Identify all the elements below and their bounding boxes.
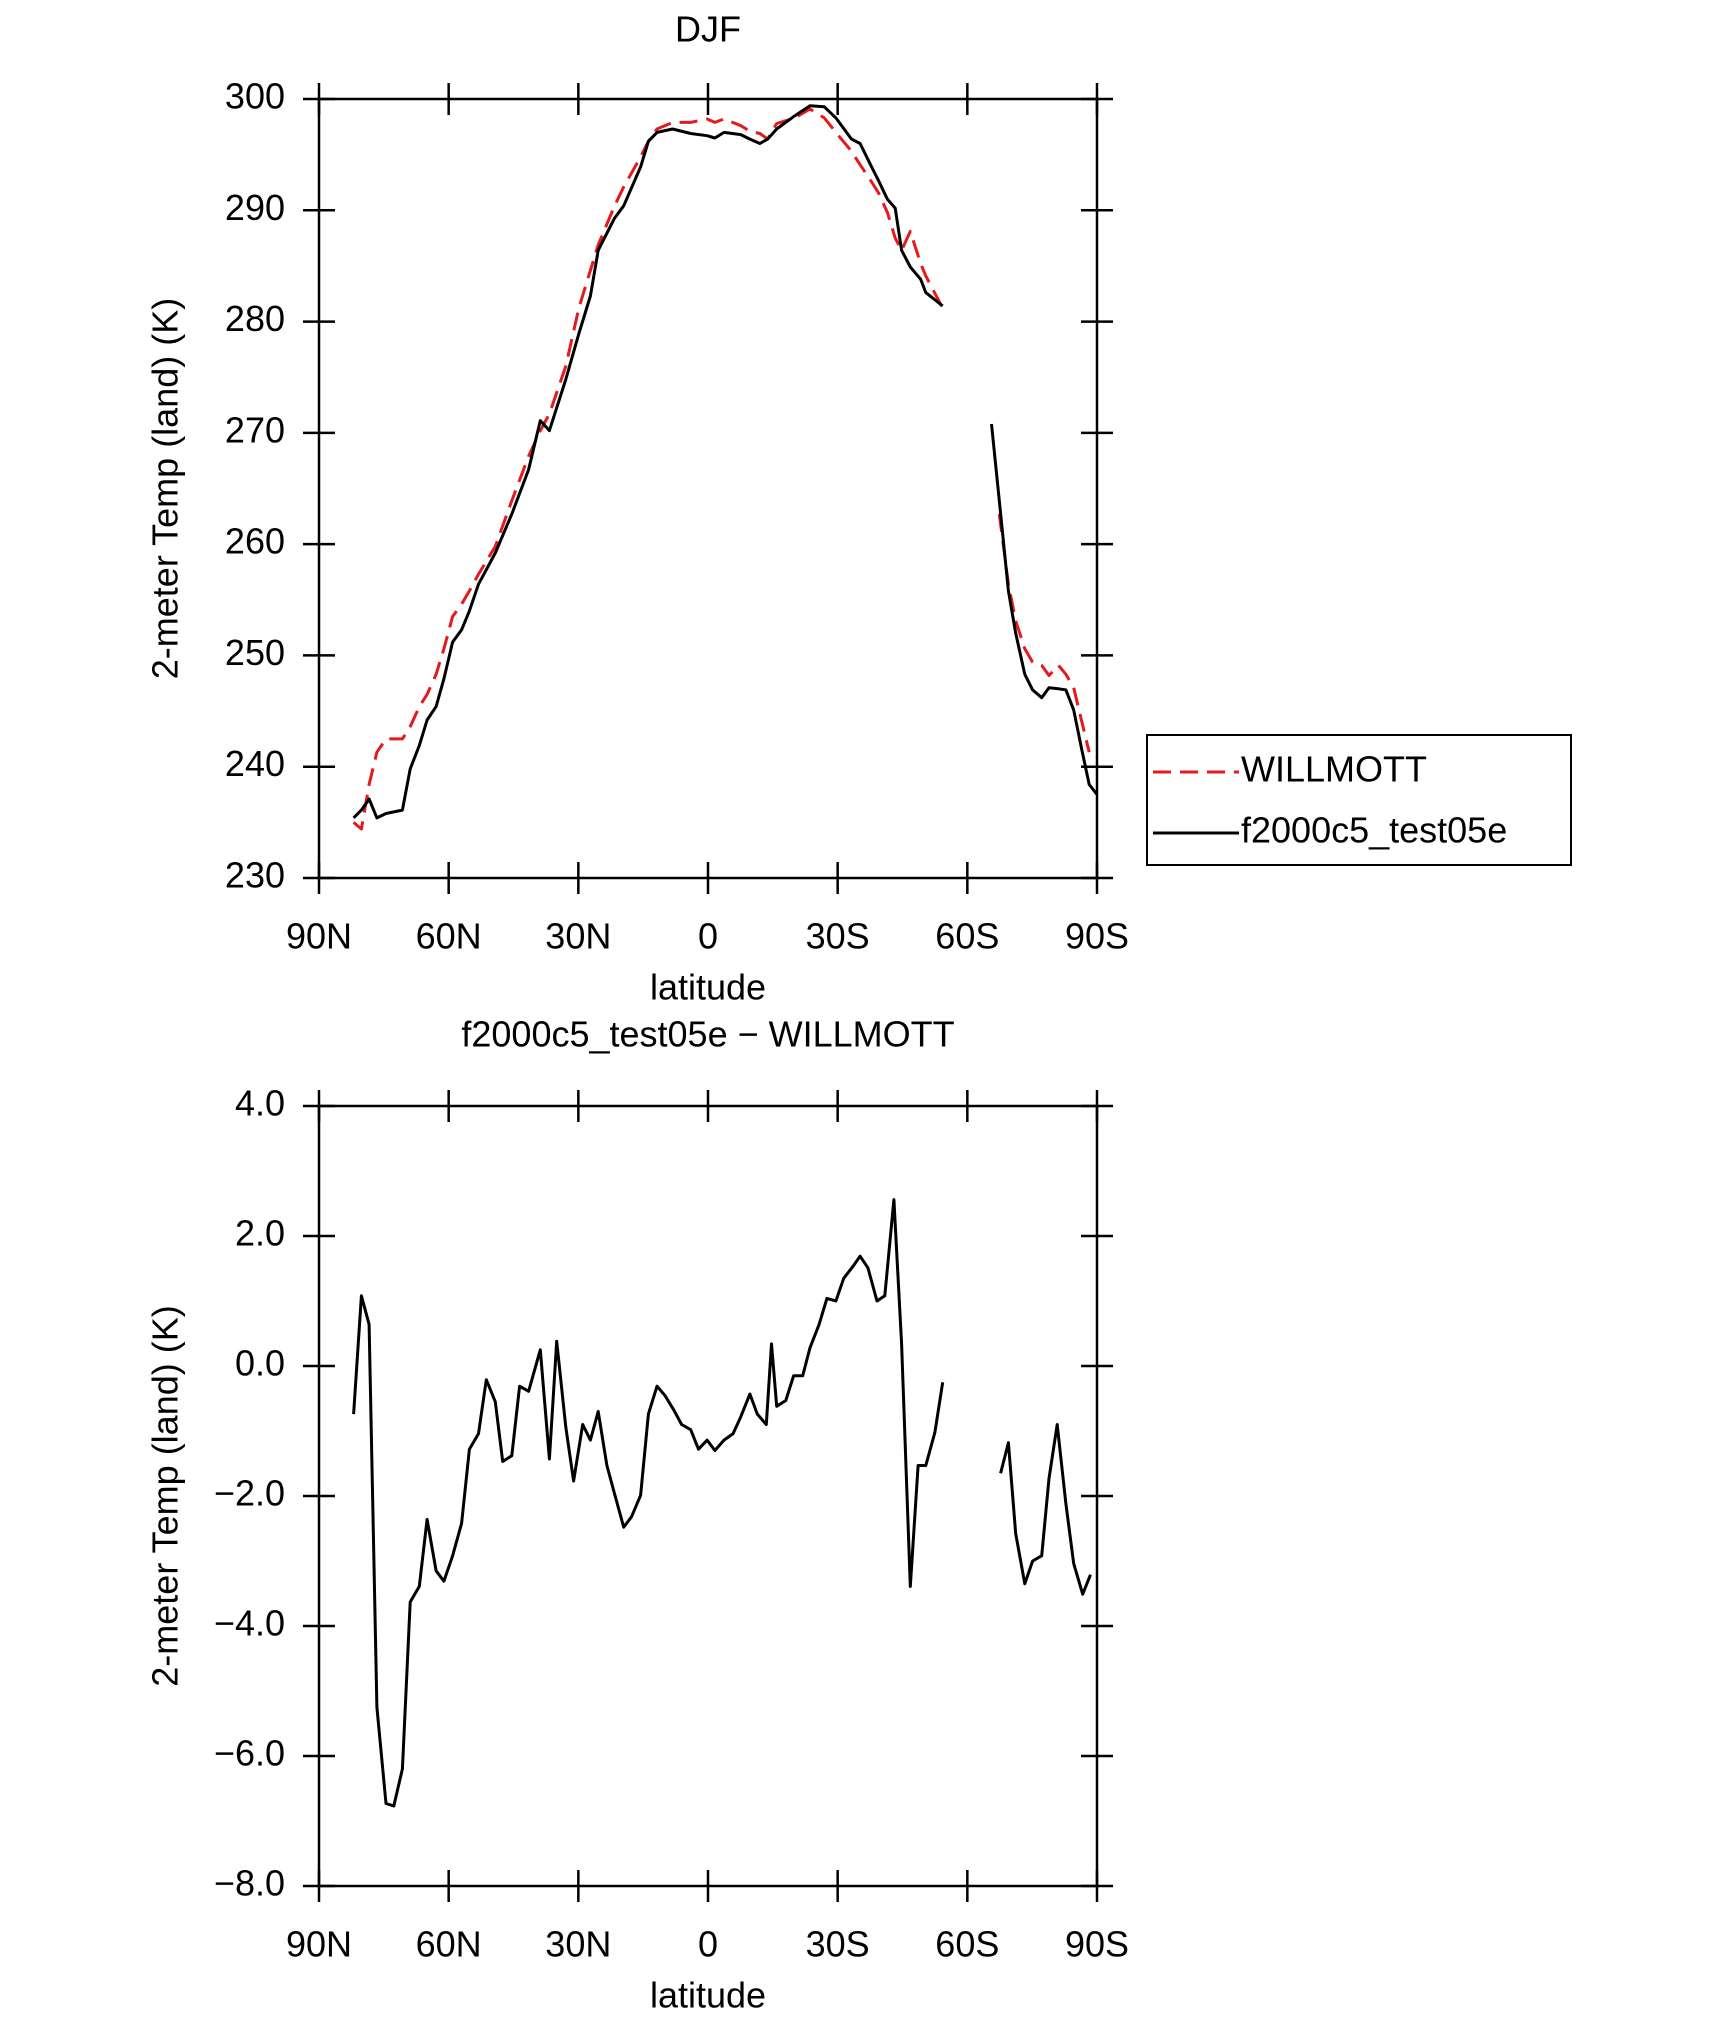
y-tick-label: −4.0 xyxy=(214,1603,285,1644)
data-line xyxy=(352,107,1091,831)
y-tick-label: −8.0 xyxy=(214,1863,285,1904)
chart-title: f2000c5_test05e − WILLMOTT xyxy=(461,1014,954,1055)
x-axis-label: latitude xyxy=(650,967,766,1008)
y-tick-label: 290 xyxy=(225,187,285,228)
x-tick-label: 90S xyxy=(1065,916,1129,957)
y-tick-label: 300 xyxy=(225,76,285,117)
x-tick-label: 60S xyxy=(935,916,999,957)
x-tick-label: 60N xyxy=(416,916,482,957)
x-tick-label: 90N xyxy=(286,1924,352,1965)
x-tick-label: 60S xyxy=(935,1924,999,1965)
x-tick-label: 0 xyxy=(698,916,718,957)
y-tick-label: 2.0 xyxy=(235,1213,285,1254)
y-tick-label: −6.0 xyxy=(214,1733,285,1774)
data-line xyxy=(352,1198,1092,1808)
data-line xyxy=(352,104,1099,820)
y-tick-label: 4.0 xyxy=(235,1083,285,1124)
x-tick-label: 0 xyxy=(698,1924,718,1965)
y-tick-label: 230 xyxy=(225,855,285,896)
y-tick-label: 280 xyxy=(225,298,285,339)
x-tick-label: 30S xyxy=(806,1924,870,1965)
y-tick-label: −2.0 xyxy=(214,1473,285,1514)
legend-box xyxy=(1146,734,1572,866)
legend: WILLMOTT f2000c5_test05e xyxy=(1146,734,1572,866)
plot-frame xyxy=(317,1104,1099,1888)
x-tick-label: 30S xyxy=(806,916,870,957)
legend-label: WILLMOTT xyxy=(1241,749,1427,790)
y-tick-label: 260 xyxy=(225,521,285,562)
x-tick-label: 30N xyxy=(545,916,611,957)
x-tick-label: 90N xyxy=(286,916,352,957)
x-axis-label: latitude xyxy=(650,1975,766,2016)
plot-frame xyxy=(317,97,1099,880)
x-tick-label: 30N xyxy=(545,1924,611,1965)
y-tick-label: 270 xyxy=(225,409,285,450)
legend-label: f2000c5_test05e xyxy=(1241,810,1507,851)
x-tick-label: 60N xyxy=(416,1924,482,1965)
y-tick-label: 250 xyxy=(225,632,285,673)
chart-title: DJF xyxy=(675,9,741,50)
y-tick-label: 240 xyxy=(225,743,285,784)
x-tick-label: 90S xyxy=(1065,1924,1129,1965)
y-axis-label: 2-meter Temp (land) (K) xyxy=(145,298,186,679)
y-tick-label: 0.0 xyxy=(235,1343,285,1384)
y-axis-label: 2-meter Temp (land) (K) xyxy=(145,1305,186,1686)
